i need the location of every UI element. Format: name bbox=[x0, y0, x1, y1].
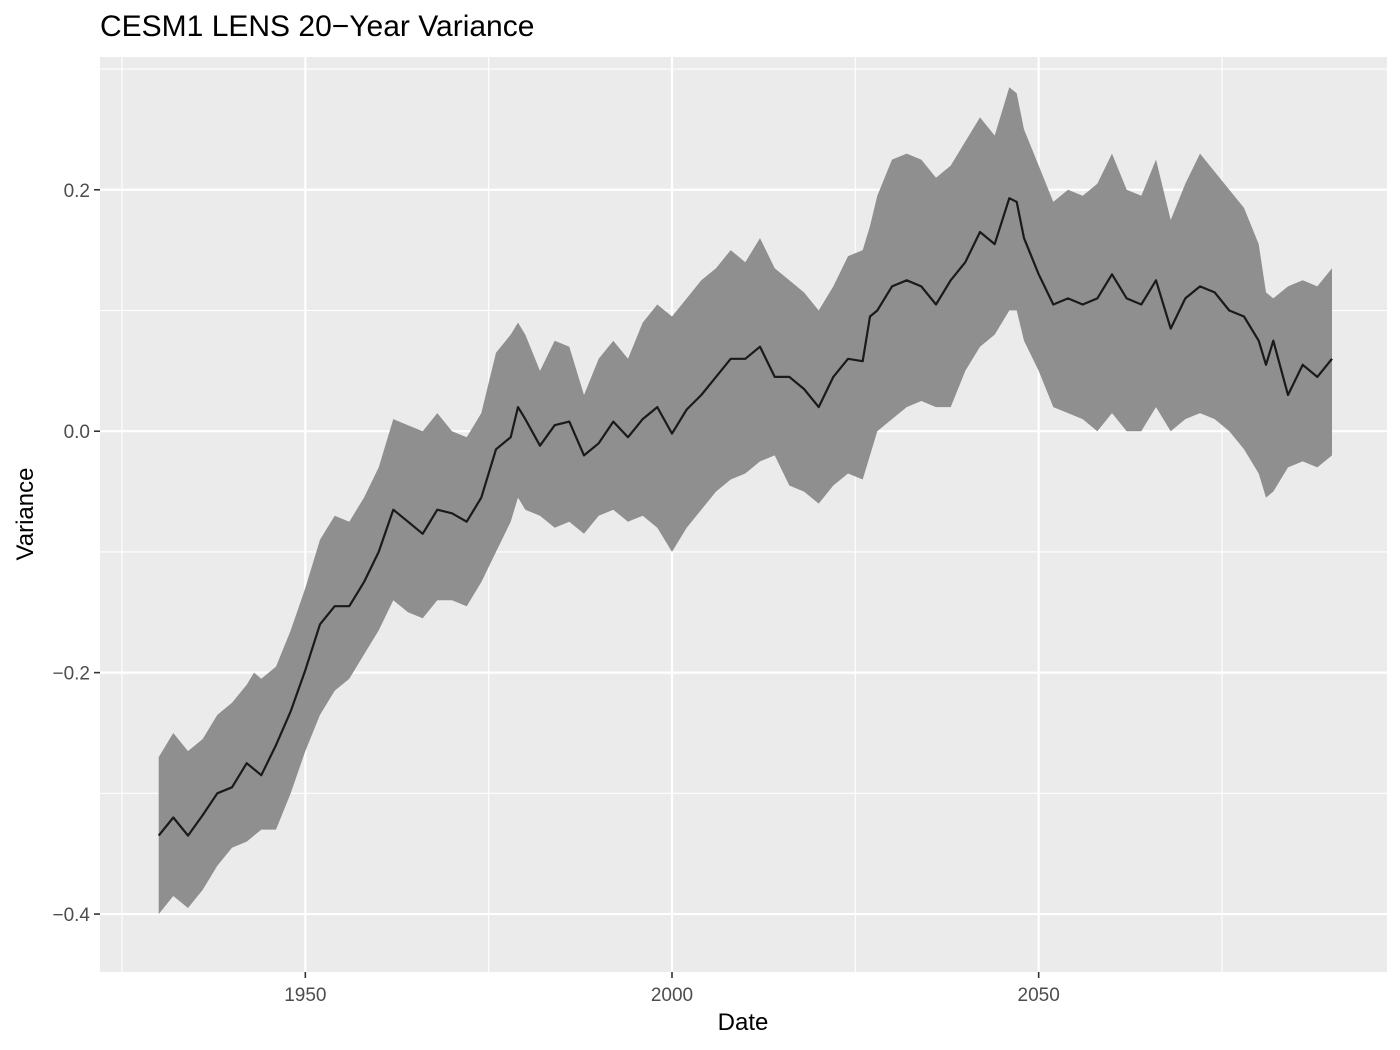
y-tick-label: 0.0 bbox=[64, 422, 90, 443]
x-tick-label: 2000 bbox=[651, 985, 693, 1006]
variance-ribbon bbox=[158, 87, 1333, 915]
chart-title: CESM1 LENS 20−Year Variance bbox=[100, 10, 534, 43]
x-axis-title: Date bbox=[718, 1009, 769, 1036]
y-tick-label: 0.2 bbox=[64, 181, 90, 202]
y-tick-label: −0.2 bbox=[52, 664, 90, 685]
variance-mean-line bbox=[157, 197, 1333, 837]
y-tick-label: −0.4 bbox=[52, 905, 90, 926]
plot-panel bbox=[100, 57, 1387, 972]
x-axis: 1950 2000 2050 bbox=[284, 972, 1060, 1006]
x-tick-label: 1950 bbox=[284, 985, 326, 1006]
y-axis: −0.4 −0.2 0.0 0.2 bbox=[52, 181, 100, 926]
y-axis-title: Variance bbox=[12, 468, 39, 561]
x-tick-label: 2050 bbox=[1018, 985, 1060, 1006]
